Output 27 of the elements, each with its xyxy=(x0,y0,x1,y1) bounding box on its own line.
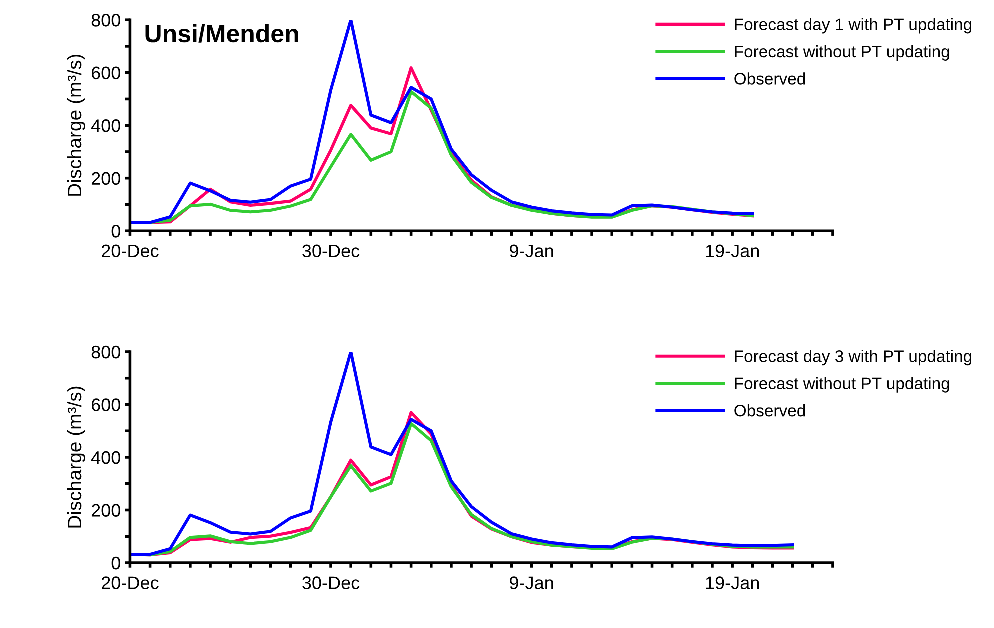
legend-label: Observed xyxy=(734,404,806,417)
x-tick-label: 19-Jan xyxy=(706,576,760,590)
y-axis-title: Discharge (m³/s) xyxy=(67,386,86,528)
legend-label: Forecast without PT updating xyxy=(735,45,950,61)
y-tick-label: 400 xyxy=(91,120,120,132)
legend-label: Forecast without PT updating xyxy=(735,377,950,393)
y-tick-label: 600 xyxy=(92,398,120,412)
y-tick-label: 600 xyxy=(92,66,120,80)
y-tick-label: 800 xyxy=(92,14,120,27)
x-tick-label: 30-Dec xyxy=(302,244,360,258)
y-axis-title: Discharge (m³/s) xyxy=(67,54,86,196)
x-tick-label: 9-Jan xyxy=(510,244,554,258)
legend-label: Observed xyxy=(734,72,806,85)
y-tick-label: 800 xyxy=(92,346,120,359)
x-tick-label: 20-Dec xyxy=(102,576,159,590)
x-tick-label: 9-Jan xyxy=(510,576,554,590)
y-tick-label: 0 xyxy=(112,225,120,238)
x-tick-label: 19-Jan xyxy=(706,244,760,258)
x-tick-label: 20-Dec xyxy=(102,244,159,258)
legend-label: Forecast day 3 with PT updating xyxy=(735,350,972,366)
y-tick-label: 200 xyxy=(92,172,120,186)
legend-label: Forecast day 1 with PT updating xyxy=(735,18,972,34)
chart-title: Unsi/Menden xyxy=(146,24,298,43)
x-tick-label: 30-Dec xyxy=(302,576,360,590)
y-tick-label: 200 xyxy=(92,504,120,517)
y-tick-label: 0 xyxy=(112,556,120,570)
y-tick-label: 400 xyxy=(91,451,120,464)
